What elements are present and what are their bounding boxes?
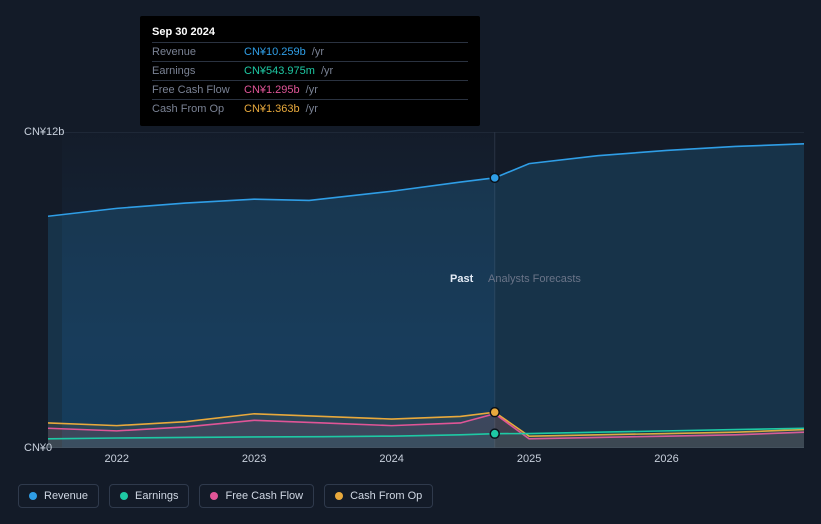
tooltip-key: Earnings	[152, 65, 238, 77]
y-tick-label: CN¥0	[24, 442, 52, 454]
legend-label: Earnings	[135, 490, 178, 502]
x-tick-label: 2023	[242, 453, 266, 465]
legend-dot-icon	[210, 492, 218, 500]
legend-dot-icon	[335, 492, 343, 500]
tooltip-key: Cash From Op	[152, 103, 238, 115]
legend-item[interactable]: Cash From Op	[324, 484, 433, 508]
legend-label: Cash From Op	[350, 490, 422, 502]
legend-item[interactable]: Free Cash Flow	[199, 484, 314, 508]
legend-dot-icon	[120, 492, 128, 500]
legend-item[interactable]: Revenue	[18, 484, 99, 508]
x-tick-label: 2026	[654, 453, 678, 465]
tooltip-value: CN¥543.975m	[244, 65, 315, 77]
legend-item[interactable]: Earnings	[109, 484, 189, 508]
x-tick-label: 2025	[517, 453, 541, 465]
tooltip-row: Revenue CN¥10.259b/yr	[152, 42, 468, 61]
chart-legend: Revenue Earnings Free Cash Flow Cash From O…	[18, 484, 433, 508]
tooltip-row: Free Cash Flow CN¥1.295b/yr	[152, 80, 468, 99]
x-tick-label: 2024	[379, 453, 403, 465]
chart-container: Past Analysts Forecasts CN¥12bCN¥0202220…	[18, 118, 804, 448]
tooltip-row: Earnings CN¥543.975m/yr	[152, 61, 468, 80]
tooltip-value: CN¥10.259b	[244, 46, 306, 58]
chart-tooltip: Sep 30 2024 RevenueCN¥10.259b/yrEarnings…	[140, 16, 480, 126]
tooltip-key: Free Cash Flow	[152, 84, 238, 96]
x-tick-label: 2022	[104, 453, 128, 465]
forecast-label: Analysts Forecasts	[488, 273, 581, 285]
tooltip-unit: /yr	[321, 65, 333, 77]
tooltip-value: CN¥1.295b	[244, 84, 300, 96]
tooltip-date: Sep 30 2024	[152, 26, 468, 42]
tooltip-unit: /yr	[306, 103, 318, 115]
chart-plot[interactable]	[48, 132, 804, 448]
past-label: Past	[450, 273, 473, 285]
tooltip-value: CN¥1.363b	[244, 103, 300, 115]
legend-dot-icon	[29, 492, 37, 500]
tooltip-unit: /yr	[312, 46, 324, 58]
tooltip-unit: /yr	[306, 84, 318, 96]
legend-label: Free Cash Flow	[225, 490, 303, 502]
tooltip-key: Revenue	[152, 46, 238, 58]
y-tick-label: CN¥12b	[24, 126, 64, 138]
legend-label: Revenue	[44, 490, 88, 502]
tooltip-row: Cash From Op CN¥1.363b/yr	[152, 99, 468, 118]
